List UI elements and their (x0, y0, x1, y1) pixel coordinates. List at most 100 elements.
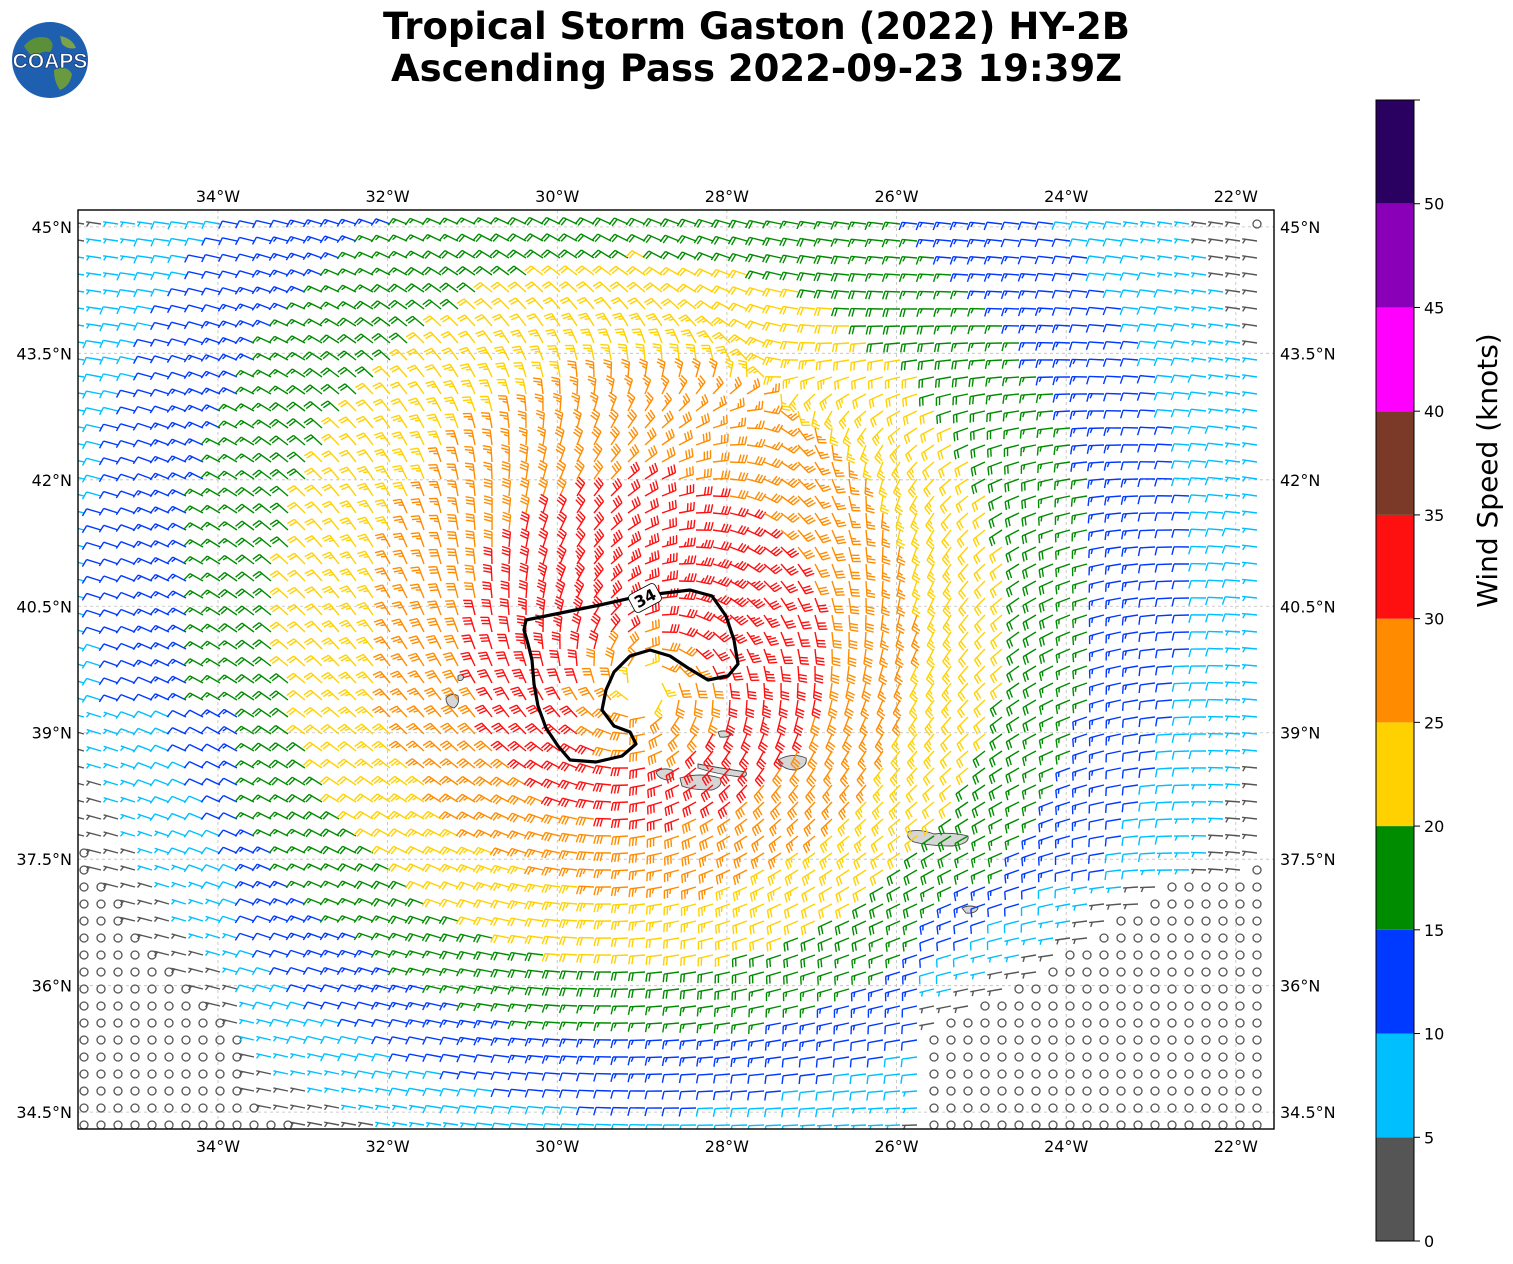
wind-barb (116, 272, 136, 281)
wind-barb (642, 217, 663, 227)
wind-barb (387, 234, 408, 242)
wind-barb (574, 217, 595, 226)
lon-tick-label-top: 28°W (705, 187, 749, 206)
wind-barb (676, 234, 697, 244)
wind-barb (120, 238, 136, 244)
lat-tick-label-right: 36°N (1280, 977, 1320, 996)
colorbar-tick-label: 15 (1424, 921, 1444, 940)
wind-barb (864, 255, 884, 265)
colorbar-title: Wind Speed (knots) (1471, 333, 1504, 607)
colorbar-bin (1376, 203, 1414, 308)
wind-barb (693, 235, 714, 245)
wind-barb (591, 233, 612, 243)
wind-barb (167, 221, 187, 230)
wind-barb (1068, 255, 1088, 265)
wind-barb (234, 236, 255, 246)
wind-barb (830, 255, 850, 265)
wind-barb (319, 268, 340, 277)
wind-barb (727, 219, 748, 229)
wind-barb (387, 217, 408, 226)
wind-barb (625, 217, 646, 227)
wind-barb (133, 255, 153, 264)
wind-barb (234, 270, 255, 279)
wind-barb (1000, 255, 1020, 265)
wind-barb (779, 237, 799, 247)
wind-barb (813, 238, 833, 247)
wind-barb (932, 238, 952, 248)
wind-barb (642, 234, 663, 244)
wind-barb (1102, 238, 1122, 247)
wind-barb (421, 250, 442, 259)
lat-tick-label-left: 42°N (32, 471, 72, 490)
wind-barb (1157, 238, 1173, 244)
wind-barb (881, 238, 901, 248)
wind-barb (86, 221, 102, 227)
wind-barb (608, 249, 629, 259)
wind-barb (86, 272, 102, 278)
wind-barb (744, 253, 765, 263)
wind-barb (370, 218, 391, 227)
wind-barb (1085, 255, 1105, 264)
wind-barb (830, 221, 850, 230)
colorbar-tick-label: 25 (1424, 713, 1444, 732)
lon-tick-label-bottom: 28°W (705, 1137, 749, 1156)
wind-barb (302, 219, 323, 228)
colorbar-tick-label: 35 (1424, 506, 1444, 525)
colorbar-bin (1376, 722, 1414, 827)
wind-barb (762, 237, 782, 247)
wind-barb (540, 249, 561, 259)
colorbar-bin (1376, 514, 1414, 619)
wind-barbs (78, 216, 1262, 1129)
wind-barb (473, 265, 493, 276)
wind-barb (949, 256, 969, 265)
wind-barb (336, 218, 357, 227)
wind-barb (1085, 238, 1105, 247)
wind-barb (676, 267, 697, 277)
wind-barb (592, 265, 612, 276)
wind-barb (881, 221, 901, 231)
lat-tick-label-left: 34.5°N (16, 1103, 72, 1122)
wind-barb (1191, 221, 1207, 227)
wind-barb (727, 236, 748, 246)
wind-barb (1225, 238, 1241, 244)
wind-barb (167, 271, 187, 280)
wind-barb (120, 255, 136, 261)
wind-barb (693, 218, 714, 228)
wind-barb (523, 216, 544, 226)
lon-tick-label-bottom: 26°W (874, 1137, 918, 1156)
wind-barb (1225, 255, 1241, 261)
wind-barb (336, 235, 357, 244)
wind-barb (966, 221, 986, 231)
wind-barb (898, 221, 918, 231)
wind-barb (1068, 221, 1088, 230)
wind-barb (217, 270, 238, 279)
wind-barb (727, 269, 748, 279)
wind-barb (336, 251, 357, 260)
wind-barb (438, 266, 459, 276)
wind-barb (949, 221, 969, 231)
wind-barb (353, 267, 374, 276)
colorbar-tick-label: 5 (1424, 1128, 1434, 1147)
wind-barb (915, 221, 935, 231)
wind-barb (78, 222, 85, 225)
wind-barb (184, 254, 204, 263)
colorbar-tick-label: 10 (1424, 1025, 1444, 1044)
logo-text: COAPS (13, 50, 88, 73)
wind-barb (353, 251, 374, 259)
wind-barb (1119, 255, 1139, 264)
wind-barb (268, 236, 289, 245)
wind-barb (625, 233, 646, 243)
wind-barb (762, 270, 782, 280)
wind-barb (983, 255, 1003, 265)
wind-barb (830, 238, 850, 247)
wind-barb (78, 239, 85, 242)
lon-tick-label-bottom: 34°W (196, 1137, 240, 1156)
wind-barb (1242, 255, 1258, 261)
wind-barb (1174, 238, 1190, 244)
wind-barb (103, 238, 119, 244)
lat-tick-label-left: 39°N (32, 724, 72, 743)
wind-barb (1225, 221, 1241, 227)
wind-barb (268, 252, 289, 261)
wind-barb (847, 255, 867, 265)
